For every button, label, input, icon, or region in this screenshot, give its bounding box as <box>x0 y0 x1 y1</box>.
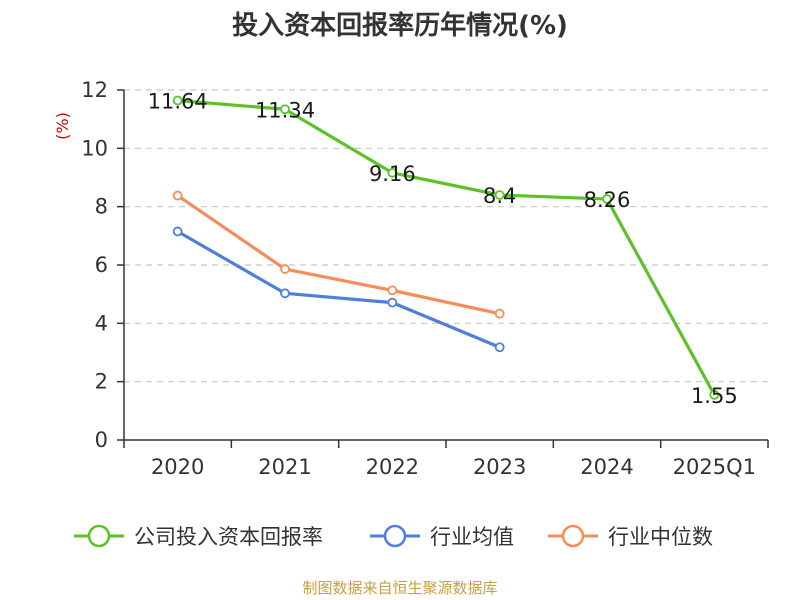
chart-title: 投入资本回报率历年情况(%) <box>232 10 568 41</box>
legend-item[interactable]: 公司投入资本回报率 <box>74 524 323 549</box>
data-label: 1.55 <box>691 384 738 408</box>
legend-marker <box>561 524 585 548</box>
y-tick-label: 8 <box>95 195 108 219</box>
data-labels: 11.64 11.34 9.16 8.4 8.26 1.55 <box>148 90 738 408</box>
x-tick-label: 2020 <box>151 455 204 479</box>
data-point <box>387 167 398 178</box>
series-line-0 <box>177 98 716 396</box>
legend-label: 行业中位数 <box>608 525 713 549</box>
data-point <box>172 95 183 106</box>
data-point <box>709 389 720 400</box>
y-tick-label: 0 <box>95 428 108 452</box>
data-point <box>494 342 505 353</box>
data-point <box>387 297 398 308</box>
data-point <box>387 285 398 296</box>
data-point <box>172 226 183 237</box>
x-tick-label: 2025Q1 <box>673 455 756 479</box>
data-label: 11.34 <box>255 98 315 122</box>
x-tick-label: 2021 <box>258 455 311 479</box>
y-tick-label: 2 <box>95 370 108 394</box>
legend-item[interactable]: 行业均值 <box>370 524 514 549</box>
legend-item[interactable]: 行业中位数 <box>548 524 713 549</box>
data-point <box>280 288 290 299</box>
x-tick-label: 2024 <box>580 455 633 479</box>
source-note: 制图数据来自恒生聚源数据库 <box>302 579 497 597</box>
data-point <box>602 194 612 204</box>
data-point <box>280 264 290 274</box>
y-axis-unit: (%) <box>53 112 72 140</box>
legend-label: 公司投入资本回报率 <box>134 525 323 549</box>
data-label: 11.64 <box>148 90 208 114</box>
data-point <box>280 104 290 115</box>
series-line-1 <box>176 230 501 349</box>
y-tick-label: 12 <box>81 78 108 102</box>
grid-lines <box>124 89 768 383</box>
data-point <box>172 190 183 201</box>
legend-marker <box>383 524 407 548</box>
y-tick-label: 6 <box>95 253 108 277</box>
x-tick-label: 2023 <box>473 455 526 479</box>
axes: 0 2 4 6 8 10 12 2020 2021 2022 2023 2024 2025Q1 <box>81 78 769 479</box>
data-label: 8.26 <box>584 188 631 212</box>
x-tick-label: 2022 <box>366 455 419 479</box>
data-label: 9.16 <box>369 162 416 186</box>
data-point <box>494 308 505 319</box>
legend[interactable]: 公司投入资本回报率 行业均值 行业中位数 <box>74 524 713 549</box>
data-label: 8.4 <box>483 184 516 208</box>
legend-label: 行业均值 <box>430 525 514 549</box>
series-layer <box>172 95 720 400</box>
data-point <box>494 190 505 200</box>
y-tick-label: 4 <box>95 311 108 335</box>
legend-marker <box>87 524 111 548</box>
series-line-2 <box>176 194 501 316</box>
y-tick-label: 10 <box>81 136 108 160</box>
